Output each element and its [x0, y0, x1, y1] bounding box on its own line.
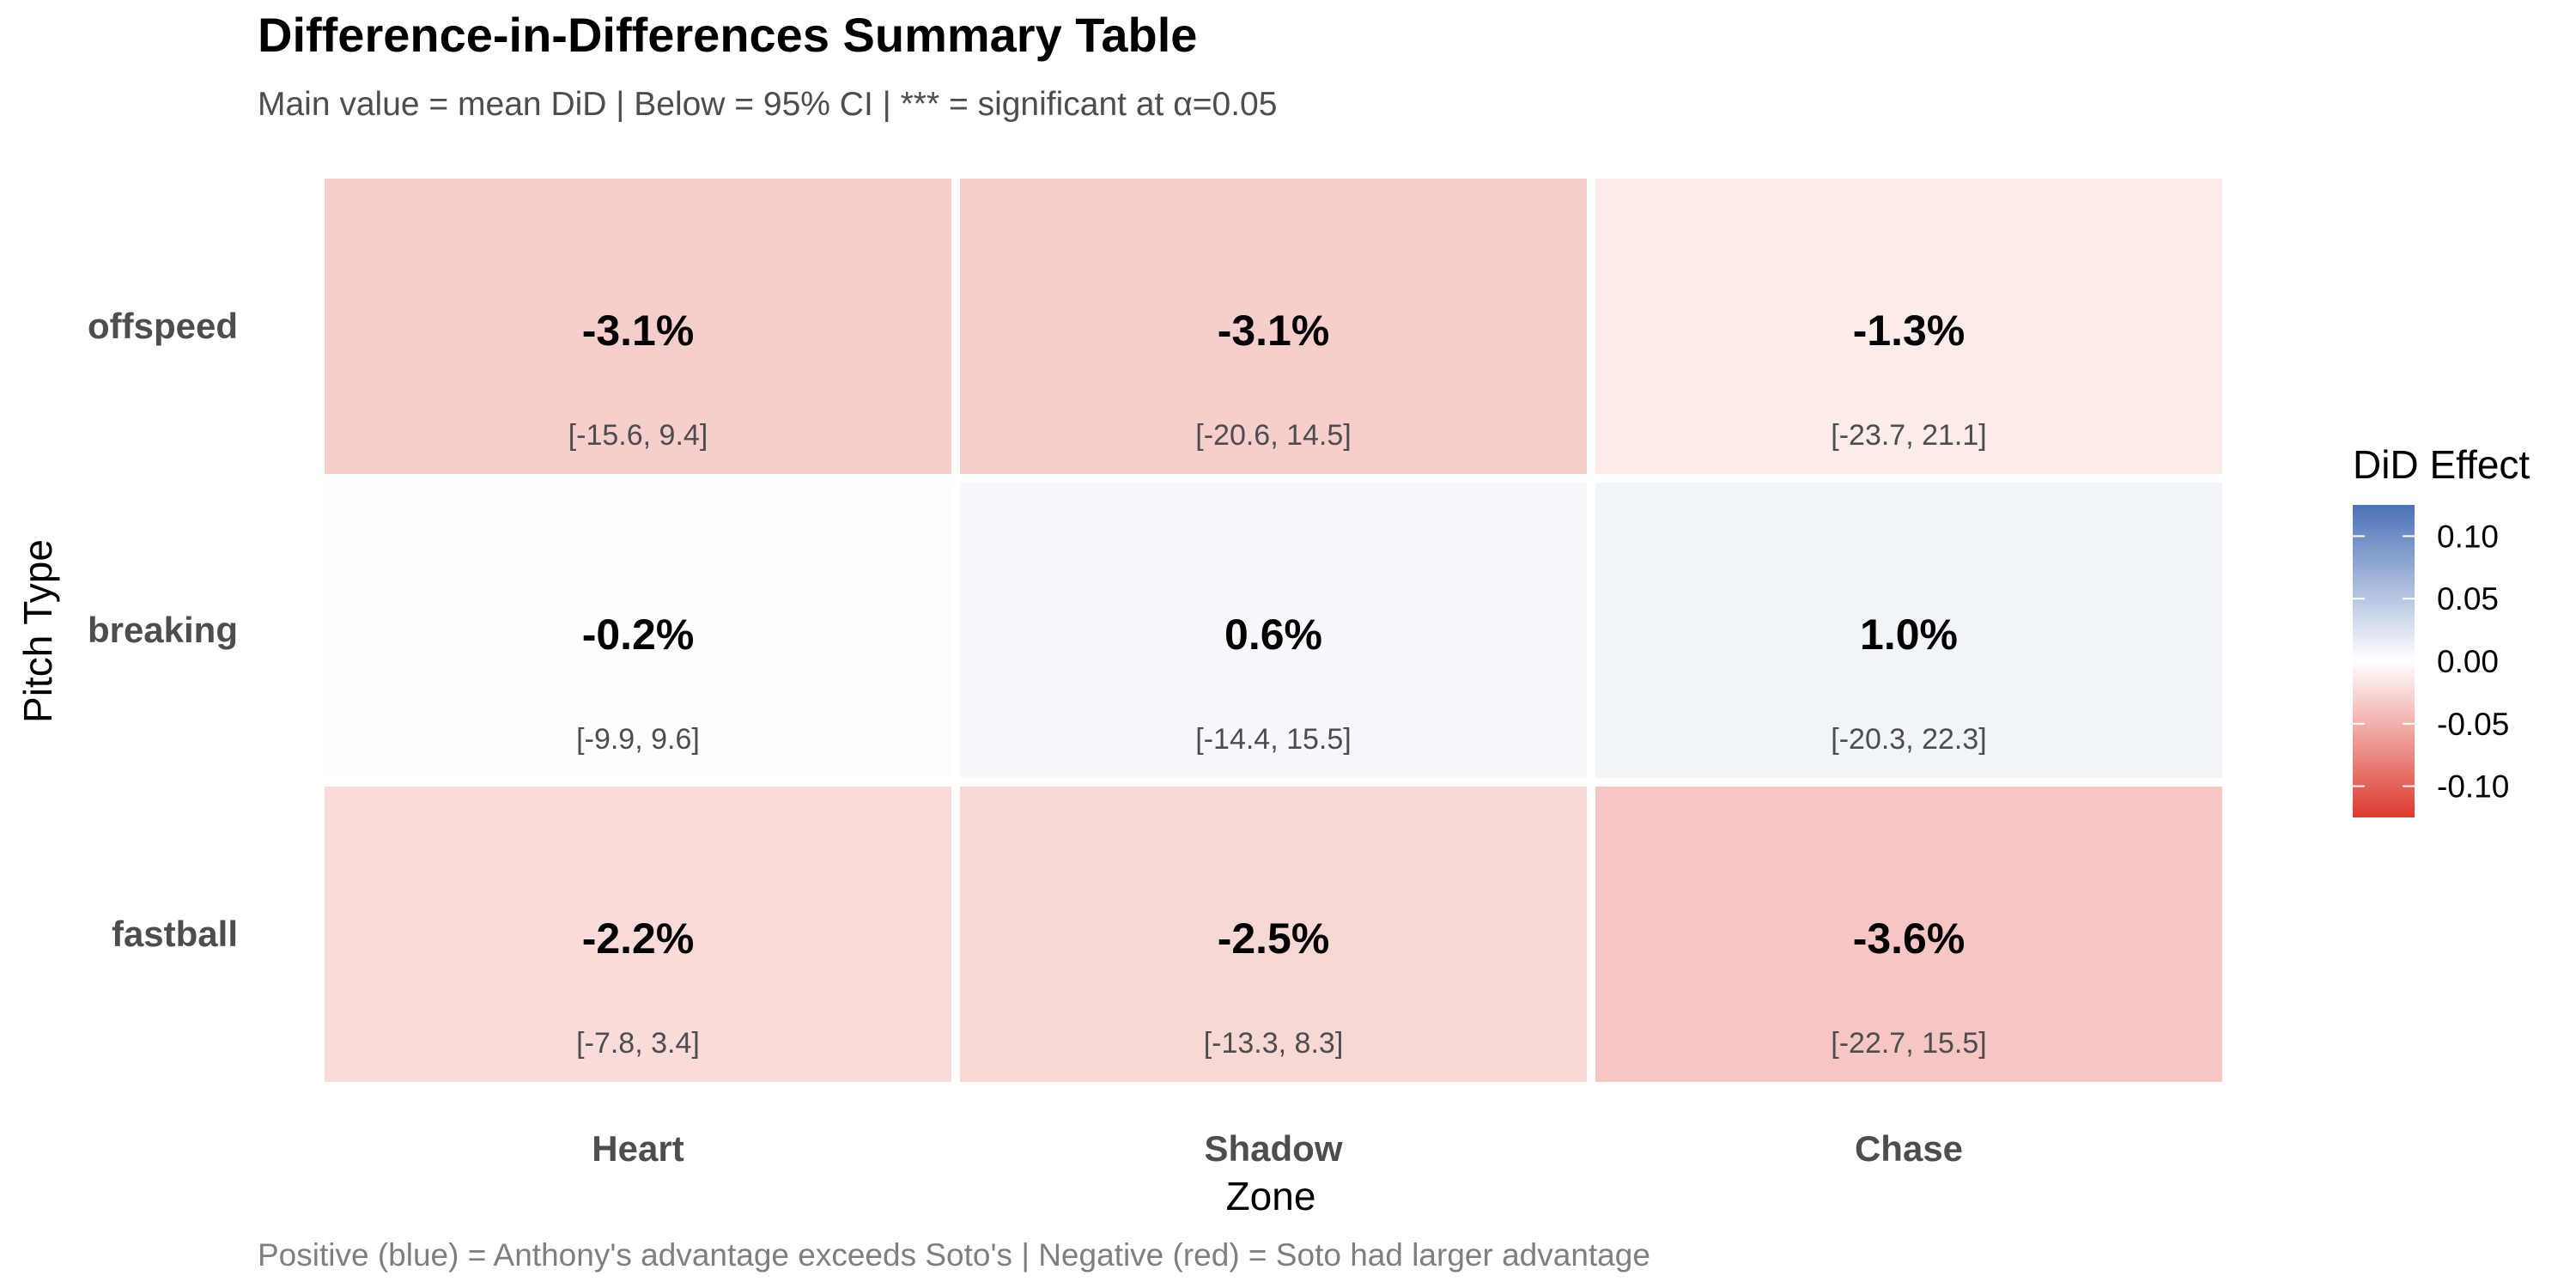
heatmap-cell: -3.1% [-20.6, 14.5] [960, 179, 1587, 474]
heatmap-cells: -3.1% [-15.6, 9.4] -3.1% [-20.6, 14.5] -1.3%… [325, 179, 2222, 1082]
x-tick-label: Heart [592, 1128, 683, 1169]
cell-ci-label: [-14.4, 15.5] [1195, 723, 1351, 756]
cell-ci-label: [-9.9, 9.6] [576, 723, 700, 756]
cell-ci-label: [-22.7, 15.5] [1831, 1027, 1986, 1060]
cell-fill [1595, 787, 2222, 1082]
y-axis-ticks: offspeed breaking fastball [88, 306, 238, 954]
cell-fill [1595, 179, 2222, 474]
cell-fill [325, 787, 951, 1082]
x-tick-label: Chase [1855, 1128, 1963, 1169]
cell-value-label: 0.6% [1224, 611, 1322, 659]
cell-fill [960, 179, 1587, 474]
heatmap-cell: -3.6% [-22.7, 15.5] [1595, 787, 2222, 1082]
cell-ci-label: [-20.6, 14.5] [1195, 419, 1351, 452]
cell-value-label: -3.1% [582, 307, 695, 355]
x-axis-ticks: Heart Shadow Chase [592, 1128, 1963, 1169]
heatmap-cell: -2.2% [-7.8, 3.4] [325, 787, 951, 1082]
cell-ci-label: [-23.7, 21.1] [1831, 419, 1986, 452]
cell-fill [325, 483, 951, 778]
heatmap-cell: -3.1% [-15.6, 9.4] [325, 179, 951, 474]
cell-value-label: -2.5% [1218, 914, 1330, 963]
cell-ci-label: [-15.6, 9.4] [568, 419, 708, 452]
legend-tick-label: 0.10 [2437, 519, 2499, 554]
y-tick-label: breaking [88, 610, 238, 650]
legend-tick-label: -0.10 [2437, 769, 2509, 805]
legend-ticks: 0.10 0.05 0.00 -0.05 -0.10 [2353, 519, 2509, 805]
cell-ci-label: [-13.3, 8.3] [1204, 1027, 1344, 1060]
cell-value-label: -2.2% [582, 914, 695, 963]
legend-title: DiD Effect [2353, 442, 2530, 487]
heatmap-cell: 1.0% [-20.3, 22.3] [1595, 483, 2222, 778]
heatmap-cell: -2.5% [-13.3, 8.3] [960, 787, 1587, 1082]
cell-fill [960, 483, 1587, 778]
chart-caption: Positive (blue) = Anthony's advantage ex… [258, 1237, 1650, 1273]
heatmap-cell: 0.6% [-14.4, 15.5] [960, 483, 1587, 778]
y-tick-label: offspeed [88, 306, 238, 346]
legend-tick-label: -0.05 [2437, 707, 2509, 742]
cell-fill [960, 787, 1587, 1082]
chart-subtitle: Main value = mean DiD | Below = 95% CI |… [258, 86, 1277, 123]
x-tick-label: Shadow [1204, 1128, 1342, 1169]
legend-tick-label: 0.00 [2437, 644, 2499, 679]
y-axis-title: Pitch Type [15, 539, 60, 723]
cell-value-label: -3.6% [1853, 914, 1965, 963]
legend-tick-label: 0.05 [2437, 581, 2499, 617]
x-axis-title: Zone [1226, 1174, 1316, 1218]
cell-value-label: -3.1% [1218, 307, 1330, 355]
cell-value-label: -0.2% [582, 611, 695, 659]
cell-value-label: -1.3% [1853, 307, 1965, 355]
cell-value-label: 1.0% [1860, 611, 1958, 659]
y-tick-label: fastball [112, 914, 238, 954]
cell-fill [325, 179, 951, 474]
chart-title: Difference-in-Differences Summary Table [258, 8, 1197, 62]
cell-ci-label: [-20.3, 22.3] [1831, 723, 1986, 756]
cell-fill [1595, 483, 2222, 778]
cell-ci-label: [-7.8, 3.4] [576, 1027, 700, 1060]
heatmap-cell: -1.3% [-23.7, 21.1] [1595, 179, 2222, 474]
heatmap-cell: -0.2% [-9.9, 9.6] [325, 483, 951, 778]
